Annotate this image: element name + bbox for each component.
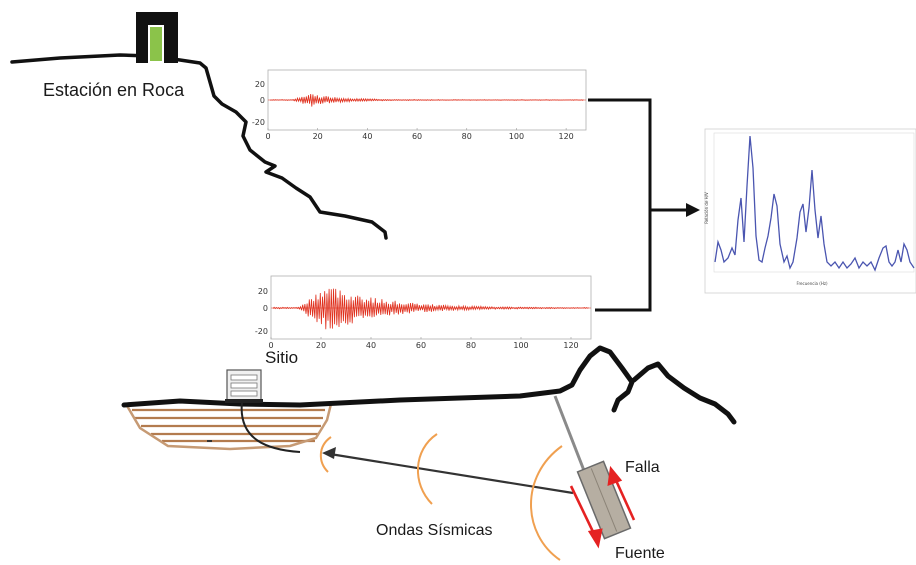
y-tick-label: 20	[255, 80, 265, 89]
y-tick-label: 0	[260, 96, 265, 105]
x-tick-label: 20	[316, 341, 326, 350]
x-tick-label: 80	[466, 341, 476, 350]
connector-lines	[588, 98, 700, 312]
x-tick-label: 60	[412, 132, 422, 141]
x-tick-label: 100	[509, 132, 524, 141]
fault-label: Falla	[625, 459, 660, 476]
wavefronts	[319, 433, 563, 561]
y-tick-label: -20	[255, 327, 268, 336]
x-tick-label: 120	[558, 132, 573, 141]
rock-station-label: Estación en Roca	[43, 80, 185, 100]
seismic-waves-label: Ondas Sísmicas	[376, 522, 493, 539]
rock-station-icon	[136, 12, 178, 63]
fault-plane-icon	[576, 460, 632, 540]
fault-slip-arrows	[569, 465, 636, 549]
x-tick-label: 120	[563, 341, 578, 350]
site-label: Sitio	[265, 348, 299, 367]
arrow-head-icon	[686, 203, 700, 217]
x-tick-label: 0	[265, 132, 270, 141]
spectral-xlabel: Frecuencia (Hz)	[796, 281, 827, 286]
spectral-ratio-chart: Frecuencia (Hz) Relación de H/V	[704, 128, 916, 294]
ground-surface-line	[121, 345, 737, 425]
sediment-layers	[124, 403, 333, 451]
x-tick-label: 40	[366, 341, 376, 350]
spectral-ylabel: Relación de H/V	[704, 192, 709, 224]
x-tick-label: 80	[462, 132, 472, 141]
x-tick-label: 20	[313, 132, 323, 141]
x-tick-label: 100	[513, 341, 528, 350]
x-tick-label: 0	[268, 341, 273, 350]
y-tick-label: -20	[252, 118, 265, 127]
x-tick-label: 60	[416, 341, 426, 350]
source-label: Fuente	[615, 545, 665, 562]
spectral-ratio-curve	[714, 135, 915, 272]
site-signal-trace	[272, 288, 589, 330]
rock-signal-trace	[269, 93, 584, 107]
y-tick-label: 20	[258, 287, 268, 296]
ray-arrow-icon	[322, 447, 336, 459]
ray-path-curve	[240, 401, 301, 453]
y-tick-label: 0	[263, 304, 268, 313]
rock-terrain-line	[10, 53, 388, 240]
site-station-icon	[225, 369, 263, 403]
seismic-wave-ray	[329, 452, 574, 495]
x-tick-label: 40	[362, 132, 372, 141]
